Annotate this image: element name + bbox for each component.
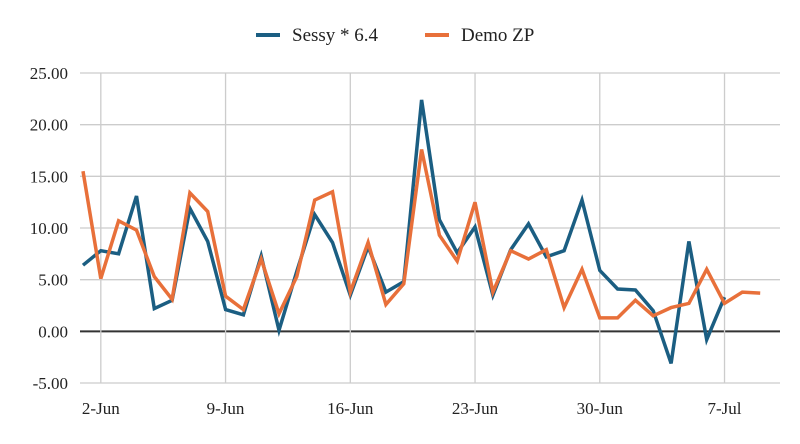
series-line-sessy (81, 99, 727, 364)
legend: Sessy * 6.4 Demo ZP (256, 25, 534, 46)
y-tick-label: 20.00 (30, 116, 68, 135)
y-axis: -5.00 0.00 5.00 10.00 15.00 20.00 25.00 (30, 64, 68, 393)
x-tick-label: 2-Jun (82, 399, 120, 418)
x-tick-label: 7-Jul (708, 399, 742, 418)
y-tick-label: 15.00 (30, 167, 68, 186)
y-tick-label: 0.00 (38, 322, 68, 341)
series-lines (81, 99, 761, 364)
y-tick-label: 10.00 (30, 219, 68, 238)
legend-label: Demo ZP (461, 25, 534, 46)
x-axis: 2-Jun 9-Jun 16-Jun 23-Jun 30-Jun 7-Jul (82, 399, 742, 418)
y-tick-label: -5.00 (33, 374, 68, 393)
x-tick-label: 23-Jun (452, 399, 499, 418)
legend-label: Sessy * 6.4 (292, 25, 379, 46)
series-line-demo-zp (81, 149, 761, 320)
x-tick-label: 9-Jun (207, 399, 245, 418)
y-tick-label: 5.00 (38, 271, 68, 290)
x-tick-label: 16-Jun (327, 399, 374, 418)
x-tick-label: 30-Jun (577, 399, 624, 418)
y-tick-label: 25.00 (30, 64, 68, 83)
